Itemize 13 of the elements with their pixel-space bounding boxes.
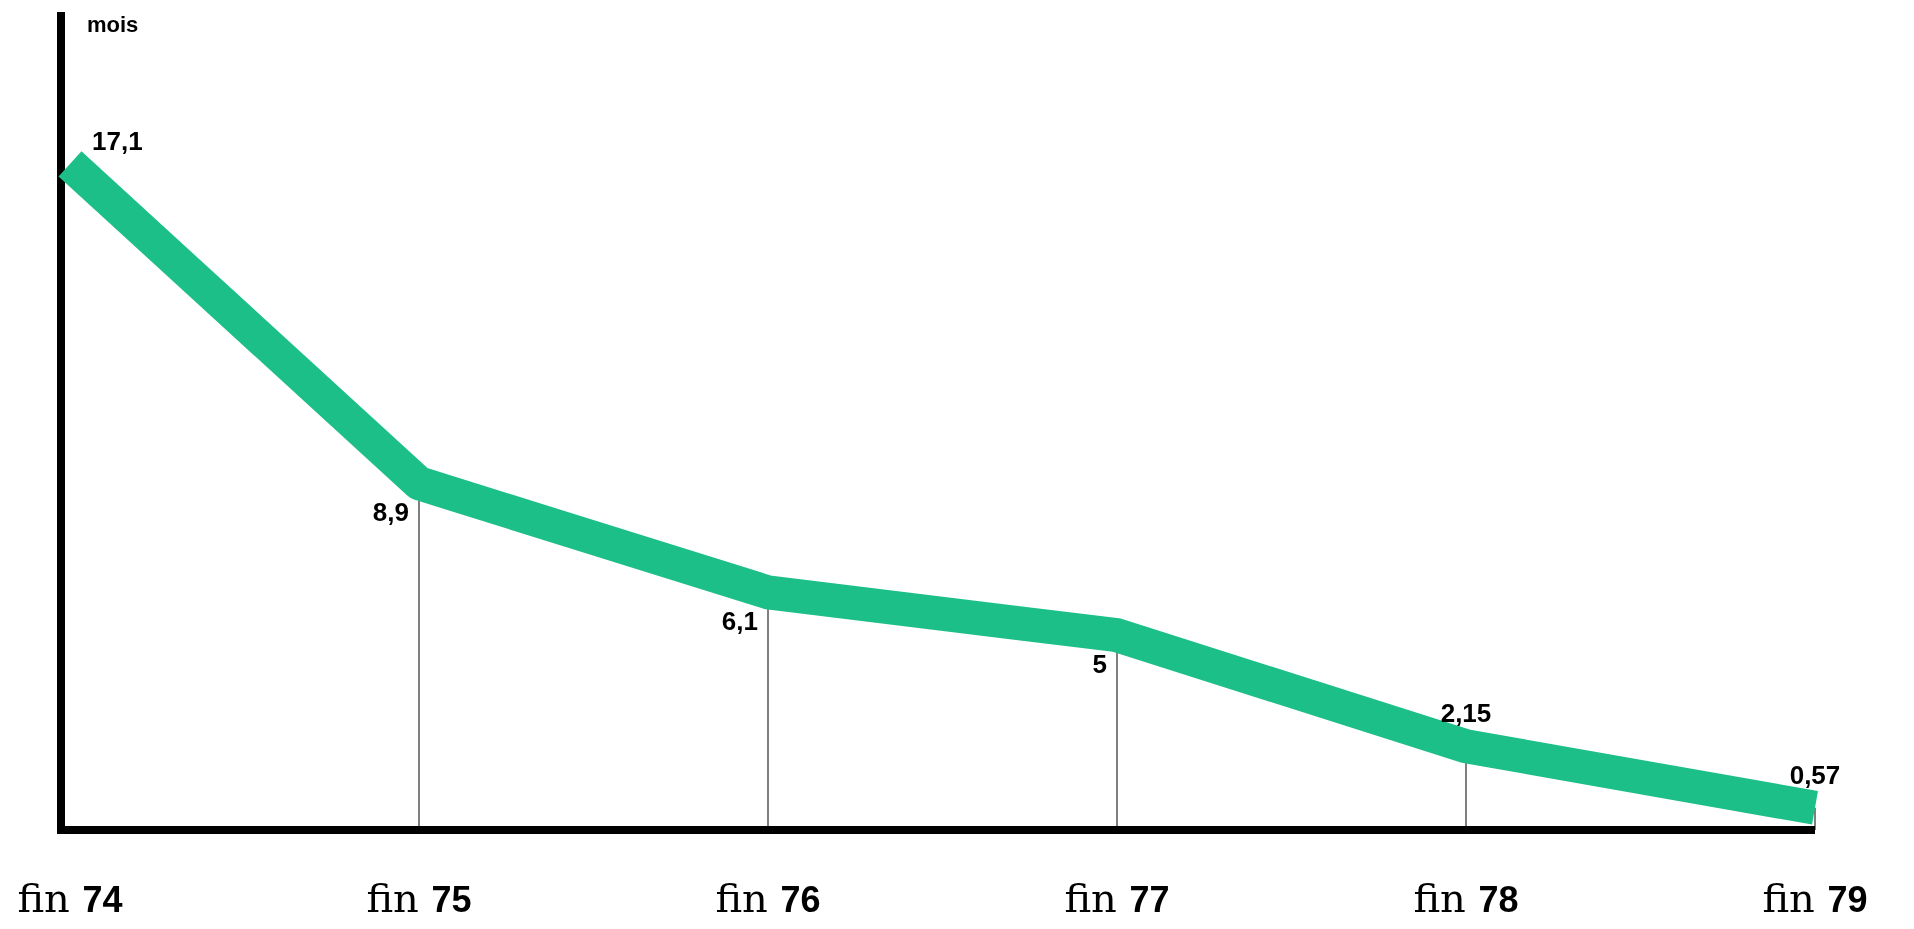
- x-tick-label: fin 79: [1762, 875, 1868, 921]
- x-tick-label: fin 77: [1064, 875, 1170, 921]
- data-label: 0,57: [1789, 759, 1841, 790]
- data-label: 6,1: [721, 606, 758, 637]
- data-label: 2,15: [1440, 698, 1492, 729]
- y-axis-title: mois: [87, 12, 139, 37]
- data-label: 5: [1092, 649, 1107, 680]
- x-tick-label: fin 74: [17, 875, 123, 921]
- data-label: 17,1: [92, 125, 143, 156]
- x-tick-label: fin 78: [1413, 875, 1519, 921]
- x-tick-label: fin 75: [366, 875, 472, 921]
- x-tick-label: fin 76: [715, 875, 821, 921]
- data-label: 8,9: [372, 497, 409, 528]
